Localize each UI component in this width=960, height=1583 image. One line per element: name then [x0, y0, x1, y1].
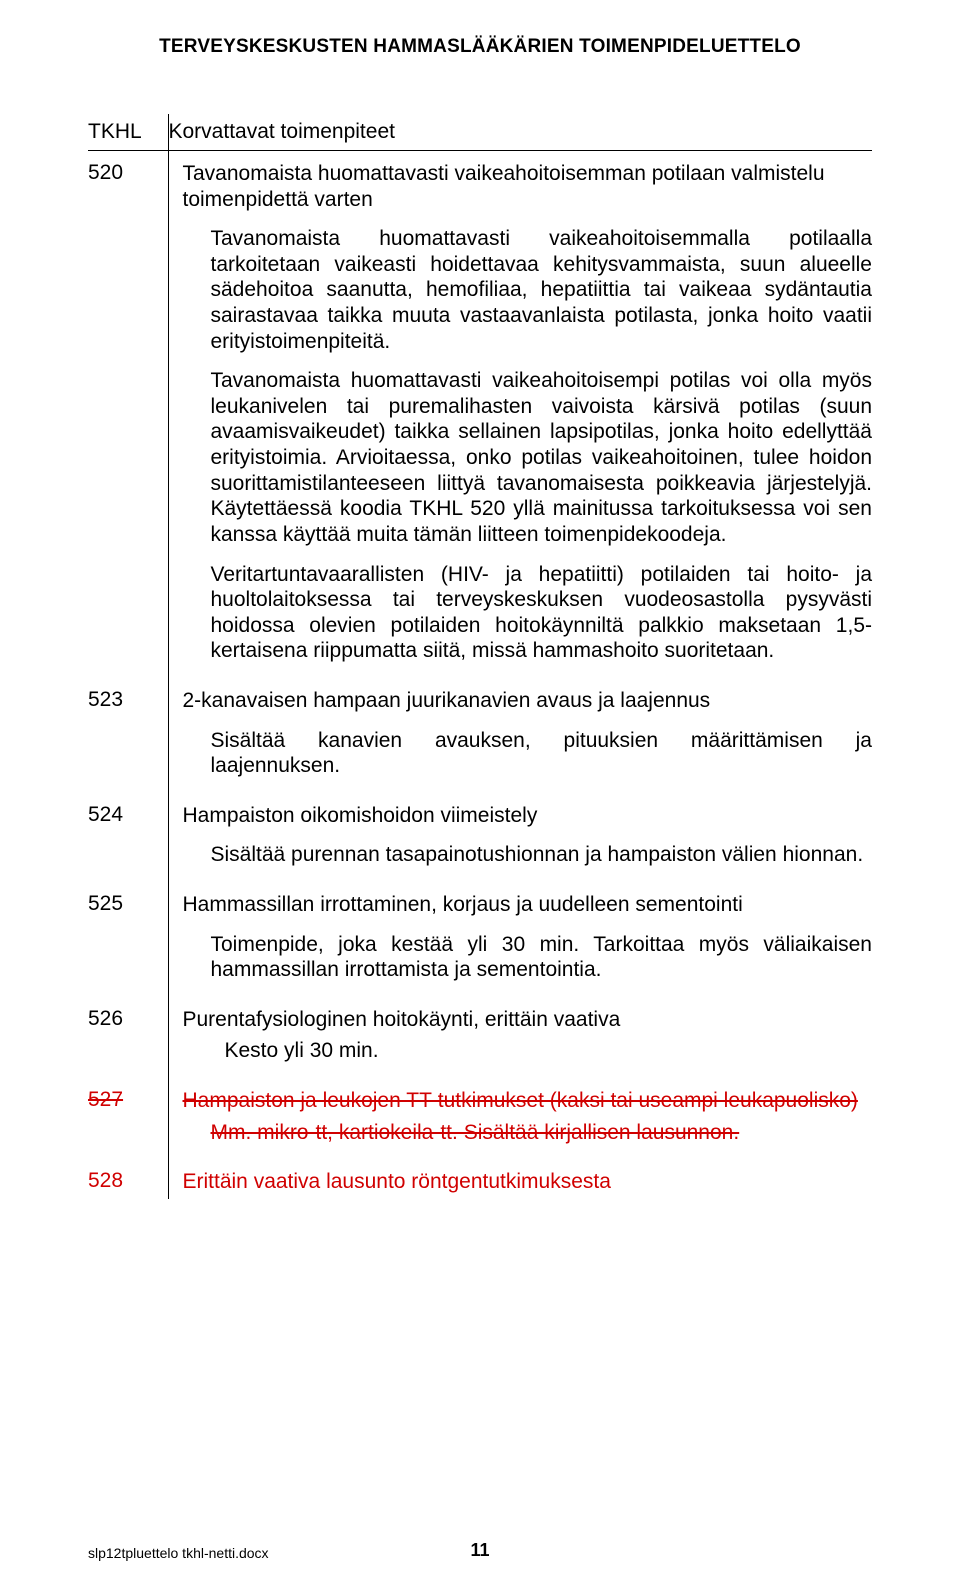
table-row: 523 2-kanavaisen hampaan juurikanavien a…: [88, 678, 872, 793]
row-title: Tavanomaista huomattavasti vaikeahoitois…: [183, 161, 873, 212]
page-header: TERVEYSKESKUSTEN HAMMASLÄÄKÄRIEN TOIMENP…: [88, 36, 872, 58]
row-title: 2-kanavaisen hampaan juurikanavien avaus…: [183, 688, 873, 714]
row-paragraph: Toimenpide, joka kestää yli 30 min. Tark…: [211, 932, 873, 983]
body-cell: Hampaiston oikomishoidon viimeistely Sis…: [168, 793, 872, 882]
row-paragraph: Veritartuntavaarallisten (HIV- ja hepati…: [211, 562, 873, 664]
body-cell: 2-kanavaisen hampaan juurikanavien avaus…: [168, 678, 872, 793]
document-page: TERVEYSKESKUSTEN HAMMASLÄÄKÄRIEN TOIMENP…: [0, 0, 960, 1583]
row-paragraph: Sisältää kanavien avauksen, pituuksien m…: [211, 728, 873, 779]
code-cell: 528: [88, 1159, 168, 1199]
procedure-table: TKHL Korvattavat toimenpiteet 520 Tavano…: [88, 114, 872, 1199]
code-cell: 526: [88, 997, 168, 1078]
body-cell: Purentafysiologinen hoitokäynti, erittäi…: [168, 997, 872, 1078]
footer-page-number: 11: [0, 1540, 960, 1561]
body-cell: Tavanomaista huomattavasti vaikeahoitois…: [168, 151, 872, 678]
row-paragraph-struck: Mm. mikro-tt, kartiokeila-tt. Sisältää k…: [211, 1120, 873, 1146]
row-title: Erittäin vaativa lausunto röntgentutkimu…: [183, 1169, 873, 1195]
code-cell: 525: [88, 882, 168, 997]
row-paragraph: Tavanomaista huomattavasti vaikeahoitois…: [211, 368, 873, 547]
body-cell: Hammassillan irrottaminen, korjaus ja uu…: [168, 882, 872, 997]
code-cell: 527: [88, 1078, 168, 1159]
code-struck: 527: [88, 1088, 123, 1111]
row-title: Hammassillan irrottaminen, korjaus ja uu…: [183, 892, 873, 918]
body-cell: Erittäin vaativa lausunto röntgentutkimu…: [168, 1159, 872, 1199]
table-row: 524 Hampaiston oikomishoidon viimeistely…: [88, 793, 872, 882]
page-number-value: 11: [470, 1540, 489, 1560]
table-row: 520 Tavanomaista huomattavasti vaikeahoi…: [88, 151, 872, 678]
table-row: 526 Purentafysiologinen hoitokäynti, eri…: [88, 997, 872, 1078]
row-paragraph: Tavanomaista huomattavasti vaikeahoitois…: [211, 226, 873, 354]
row-paragraph: Kesto yli 30 min.: [225, 1038, 873, 1064]
table-row: 528 Erittäin vaativa lausunto röntgentut…: [88, 1159, 872, 1199]
code-cell: 520: [88, 151, 168, 678]
row-title-struck: Hampaiston ja leukojen TT-tutkimukset (k…: [183, 1088, 873, 1114]
col-header-code: TKHL: [88, 114, 168, 151]
row-title: Hampaiston oikomishoidon viimeistely: [183, 803, 873, 829]
row-title: Purentafysiologinen hoitokäynti, erittäi…: [183, 1007, 873, 1033]
table-header-row: TKHL Korvattavat toimenpiteet: [88, 114, 872, 151]
code-cell: 524: [88, 793, 168, 882]
table-row: 525 Hammassillan irrottaminen, korjaus j…: [88, 882, 872, 997]
row-paragraph: Sisältää purennan tasapainotushionnan ja…: [211, 842, 873, 868]
code-cell: 523: [88, 678, 168, 793]
col-header-label: Korvattavat toimenpiteet: [168, 114, 872, 151]
table-row: 527 Hampaiston ja leukojen TT-tutkimukse…: [88, 1078, 872, 1159]
body-cell: Hampaiston ja leukojen TT-tutkimukset (k…: [168, 1078, 872, 1159]
